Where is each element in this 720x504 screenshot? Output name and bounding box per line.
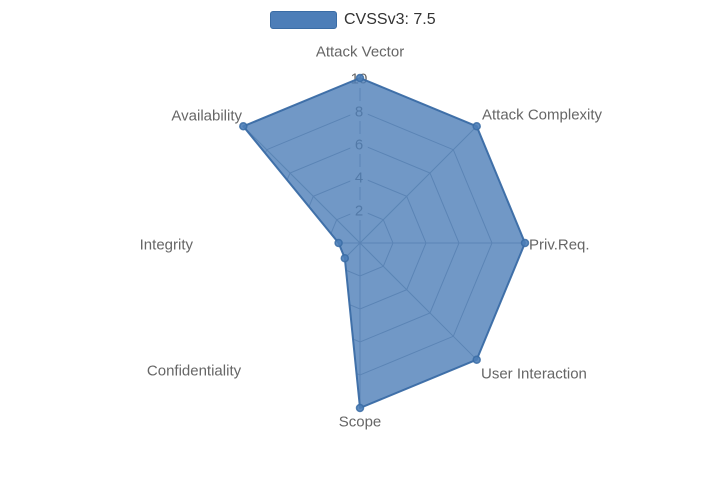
series-cvssv3-polygon[interactable] xyxy=(239,73,530,413)
axis-label-attack-complexity: Attack Complexity xyxy=(482,106,603,124)
legend-label: CVSSv3: 7.5 xyxy=(344,11,436,28)
axis-label-attack-vector: Attack Vector xyxy=(315,43,405,61)
legend-item-cvssv3[interactable]: CVSSv3: 7.5 xyxy=(270,11,436,29)
legend-color-swatch xyxy=(270,11,337,29)
series-data-point[interactable] xyxy=(472,122,481,131)
axis-label-integrity: Integrity xyxy=(139,236,193,254)
axis-label-priv-req: Priv.Req. xyxy=(529,236,590,254)
series-data-point[interactable] xyxy=(340,253,350,263)
series-data-point[interactable] xyxy=(355,403,365,413)
axis-label-confidentiality: Confidentiality xyxy=(146,362,242,380)
series-data-point[interactable] xyxy=(239,122,248,131)
series-data-point[interactable] xyxy=(355,73,365,83)
axis-label-scope: Scope xyxy=(338,413,382,431)
axis-label-availability: Availability xyxy=(171,107,242,125)
series-data-point[interactable] xyxy=(520,238,530,248)
series-data-point[interactable] xyxy=(334,238,343,248)
axis-label-user-interaction: User Interaction xyxy=(481,365,587,383)
series-data-point[interactable] xyxy=(472,355,481,364)
